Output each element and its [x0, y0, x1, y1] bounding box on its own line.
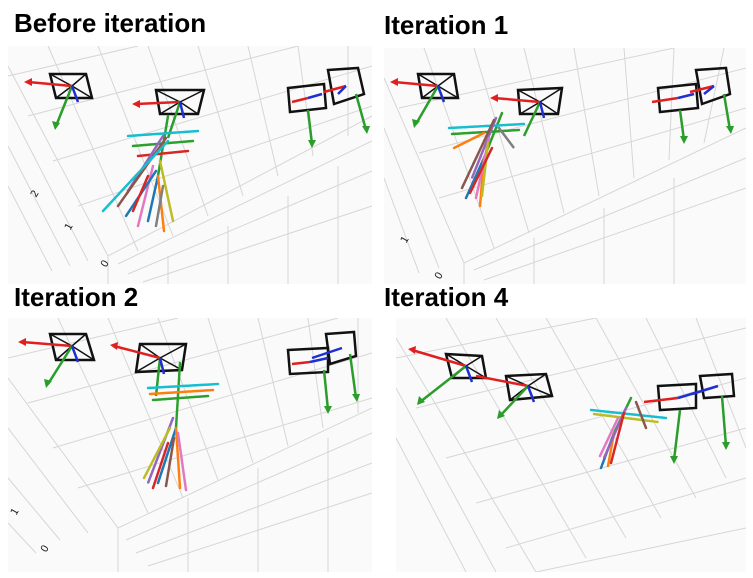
plot-area: 1 0 [8, 318, 372, 572]
camera-frustum-icon [311, 330, 360, 402]
panel-iteration-1: Iteration 1 1 0 [378, 0, 753, 290]
panel-before-iteration: Before iteration 2 1 0 [0, 0, 376, 290]
tick-label: 0 [39, 543, 52, 554]
plot-svg: 2 1 0 [8, 46, 372, 284]
ground-grid [396, 318, 746, 572]
plot-svg [396, 318, 746, 572]
axis-tick-labels: 2 1 0 [29, 188, 112, 269]
axis-tick-labels: 1 0 [9, 506, 52, 554]
tick-label: 1 [63, 221, 76, 232]
camera-frustum-icon [689, 66, 734, 134]
panel-iteration-2: Iteration 2 1 0 [0, 282, 376, 578]
camera-frustum-icon [490, 86, 564, 137]
camera-frustum-icon [651, 82, 700, 144]
camera-frustum-icon [475, 372, 554, 419]
camera-frustum-icon [24, 72, 94, 130]
plot-svg: 1 0 [8, 318, 372, 572]
camera-frustum-icon [323, 66, 370, 134]
panel-title: Iteration 2 [14, 282, 139, 312]
camera-frustum-icon [691, 372, 736, 450]
plot-area [396, 318, 746, 572]
skeleton-icon [589, 396, 668, 470]
panel-title: Before iteration [14, 8, 207, 38]
plot-svg: 1 0 [384, 48, 746, 284]
panel-title: Iteration 4 [384, 282, 509, 312]
plot-area: 1 0 [384, 48, 746, 284]
plot-area: 2 1 0 [8, 46, 372, 284]
panel-title: Iteration 1 [384, 10, 509, 40]
camera-frustum-icon [18, 332, 96, 388]
tick-label: 2 [29, 188, 42, 199]
camera-frustum-icon [643, 382, 699, 464]
panel-iteration-4: Iteration 4 [378, 282, 753, 578]
camera-frustum-icon [390, 72, 460, 128]
camera-frustum-icon [408, 346, 488, 405]
skeleton-icon [142, 361, 220, 492]
skeleton-icon [447, 111, 526, 208]
ground-grid [8, 46, 372, 284]
camera-frustum-icon [110, 342, 188, 397]
camera-frustum-icon [286, 346, 332, 414]
tick-label: 1 [399, 234, 412, 245]
axis-tick-labels: 1 0 [399, 234, 446, 281]
tick-label: 1 [9, 506, 22, 517]
tick-label: 0 [433, 270, 446, 281]
skeleton-icon [101, 114, 200, 233]
tick-label: 0 [99, 258, 112, 269]
camera-frustum-icon [286, 82, 328, 148]
ground-grid [384, 48, 746, 284]
